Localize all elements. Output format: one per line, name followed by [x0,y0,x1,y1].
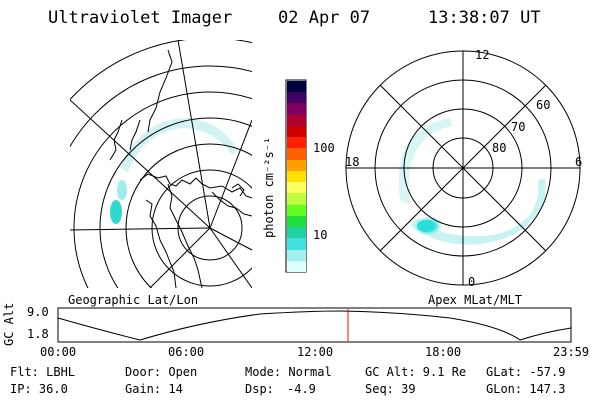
coastlines [109,49,252,288]
mlat-label-80: 80 [492,141,507,155]
aurora-emission-polar [398,118,546,245]
observation-date: 02 Apr 07 [278,8,371,28]
color-bar-stripe [287,148,306,161]
color-bar-stripe [287,81,306,93]
mlt-label-18: 18 [345,155,360,169]
alt-xtick-1800: 18:00 [425,345,462,359]
alt-xtick-2359: 23:59 [553,345,590,359]
color-bar-stripe [287,249,306,262]
geo-map-label: Geographic Lat/Lon [68,293,199,307]
geo-lat-ring [99,117,252,288]
status-dsp-value: -4.9 [287,382,316,396]
observation-time: 13:38:07 UT [428,8,541,28]
geo-lat-ring [125,143,252,288]
geo-lat-ring [70,65,252,148]
mlat-label-70: 70 [511,120,526,134]
alt-xtick-0600: 06:00 [168,345,205,359]
status-door: Door: Open [125,365,198,379]
colorbar-unit-label: photon cm⁻²s⁻¹ [262,136,276,238]
alt-xtick-1200: 12:00 [297,345,334,359]
status-gc-alt: GC Alt: 9.1 Re [365,365,467,379]
geo-lat-ring [73,91,252,288]
color-bar-stripe [287,125,306,138]
color-bar-stripe [287,114,306,127]
alt-ytick-9: 9.0 [27,305,49,319]
alt-ylabel: GC Alt [2,302,16,346]
status-seq: Seq: 39 [365,382,416,396]
geo-meridian [209,227,252,251]
mlat-label-60: 60 [536,98,551,112]
geo-lat-ring [151,169,252,287]
mlt-label-6: 6 [575,155,583,169]
geo-meridian [209,119,252,229]
status-mode: Mode: Normal [245,365,332,379]
polar-map-label: Apex MLat/MLT [428,293,522,307]
geographic-map [70,40,252,288]
polar-map [345,50,581,286]
geo-meridian [149,227,211,288]
status-glon: GLon: 147.3 [486,382,566,396]
geo-meridian [177,40,211,229]
color-bar-stripe [287,92,306,104]
color-bar-stripe [287,159,306,172]
geo-meridian [70,227,211,231]
colorbar-tick-100: 100 [313,141,335,155]
mlt-label-12: 12 [475,48,490,62]
color-bar-stripe [287,137,306,149]
alt-xtick-0000: 00:00 [40,345,77,359]
colorbar-tick-10: 10 [313,228,328,242]
altitude-curve [57,310,572,341]
color-bar-stripe [287,103,306,116]
color-bar-stripe [287,215,306,228]
color-bar-stripe [287,182,306,194]
status-dsp-label: Dsp: [245,382,274,396]
instrument-title: Ultraviolet Imager [48,8,233,28]
geo-meridian [209,227,252,288]
color-bar-stripe [287,193,306,206]
status-ip: IP: 36.0 [10,382,68,396]
color-bar-stripe [287,238,306,251]
color-bar-stripe [287,260,306,273]
mlt-label-0: 0 [468,275,476,289]
geo-meridian [70,99,211,229]
altitude-plot [57,307,572,343]
aurora-emission-geo [110,118,238,224]
color-bar-stripe [287,170,306,183]
color-bar-gradient [287,81,306,273]
color-bar-stripe [287,227,306,239]
polar-mlt-line [379,84,547,252]
color-bar-stripe [287,204,306,217]
alt-ytick-1-8: 1.8 [27,327,49,341]
status-filter: Flt: LBHL [10,365,76,379]
status-gain: Gain: 14 [125,382,183,396]
status-glat: GLat: -57.9 [486,365,566,379]
